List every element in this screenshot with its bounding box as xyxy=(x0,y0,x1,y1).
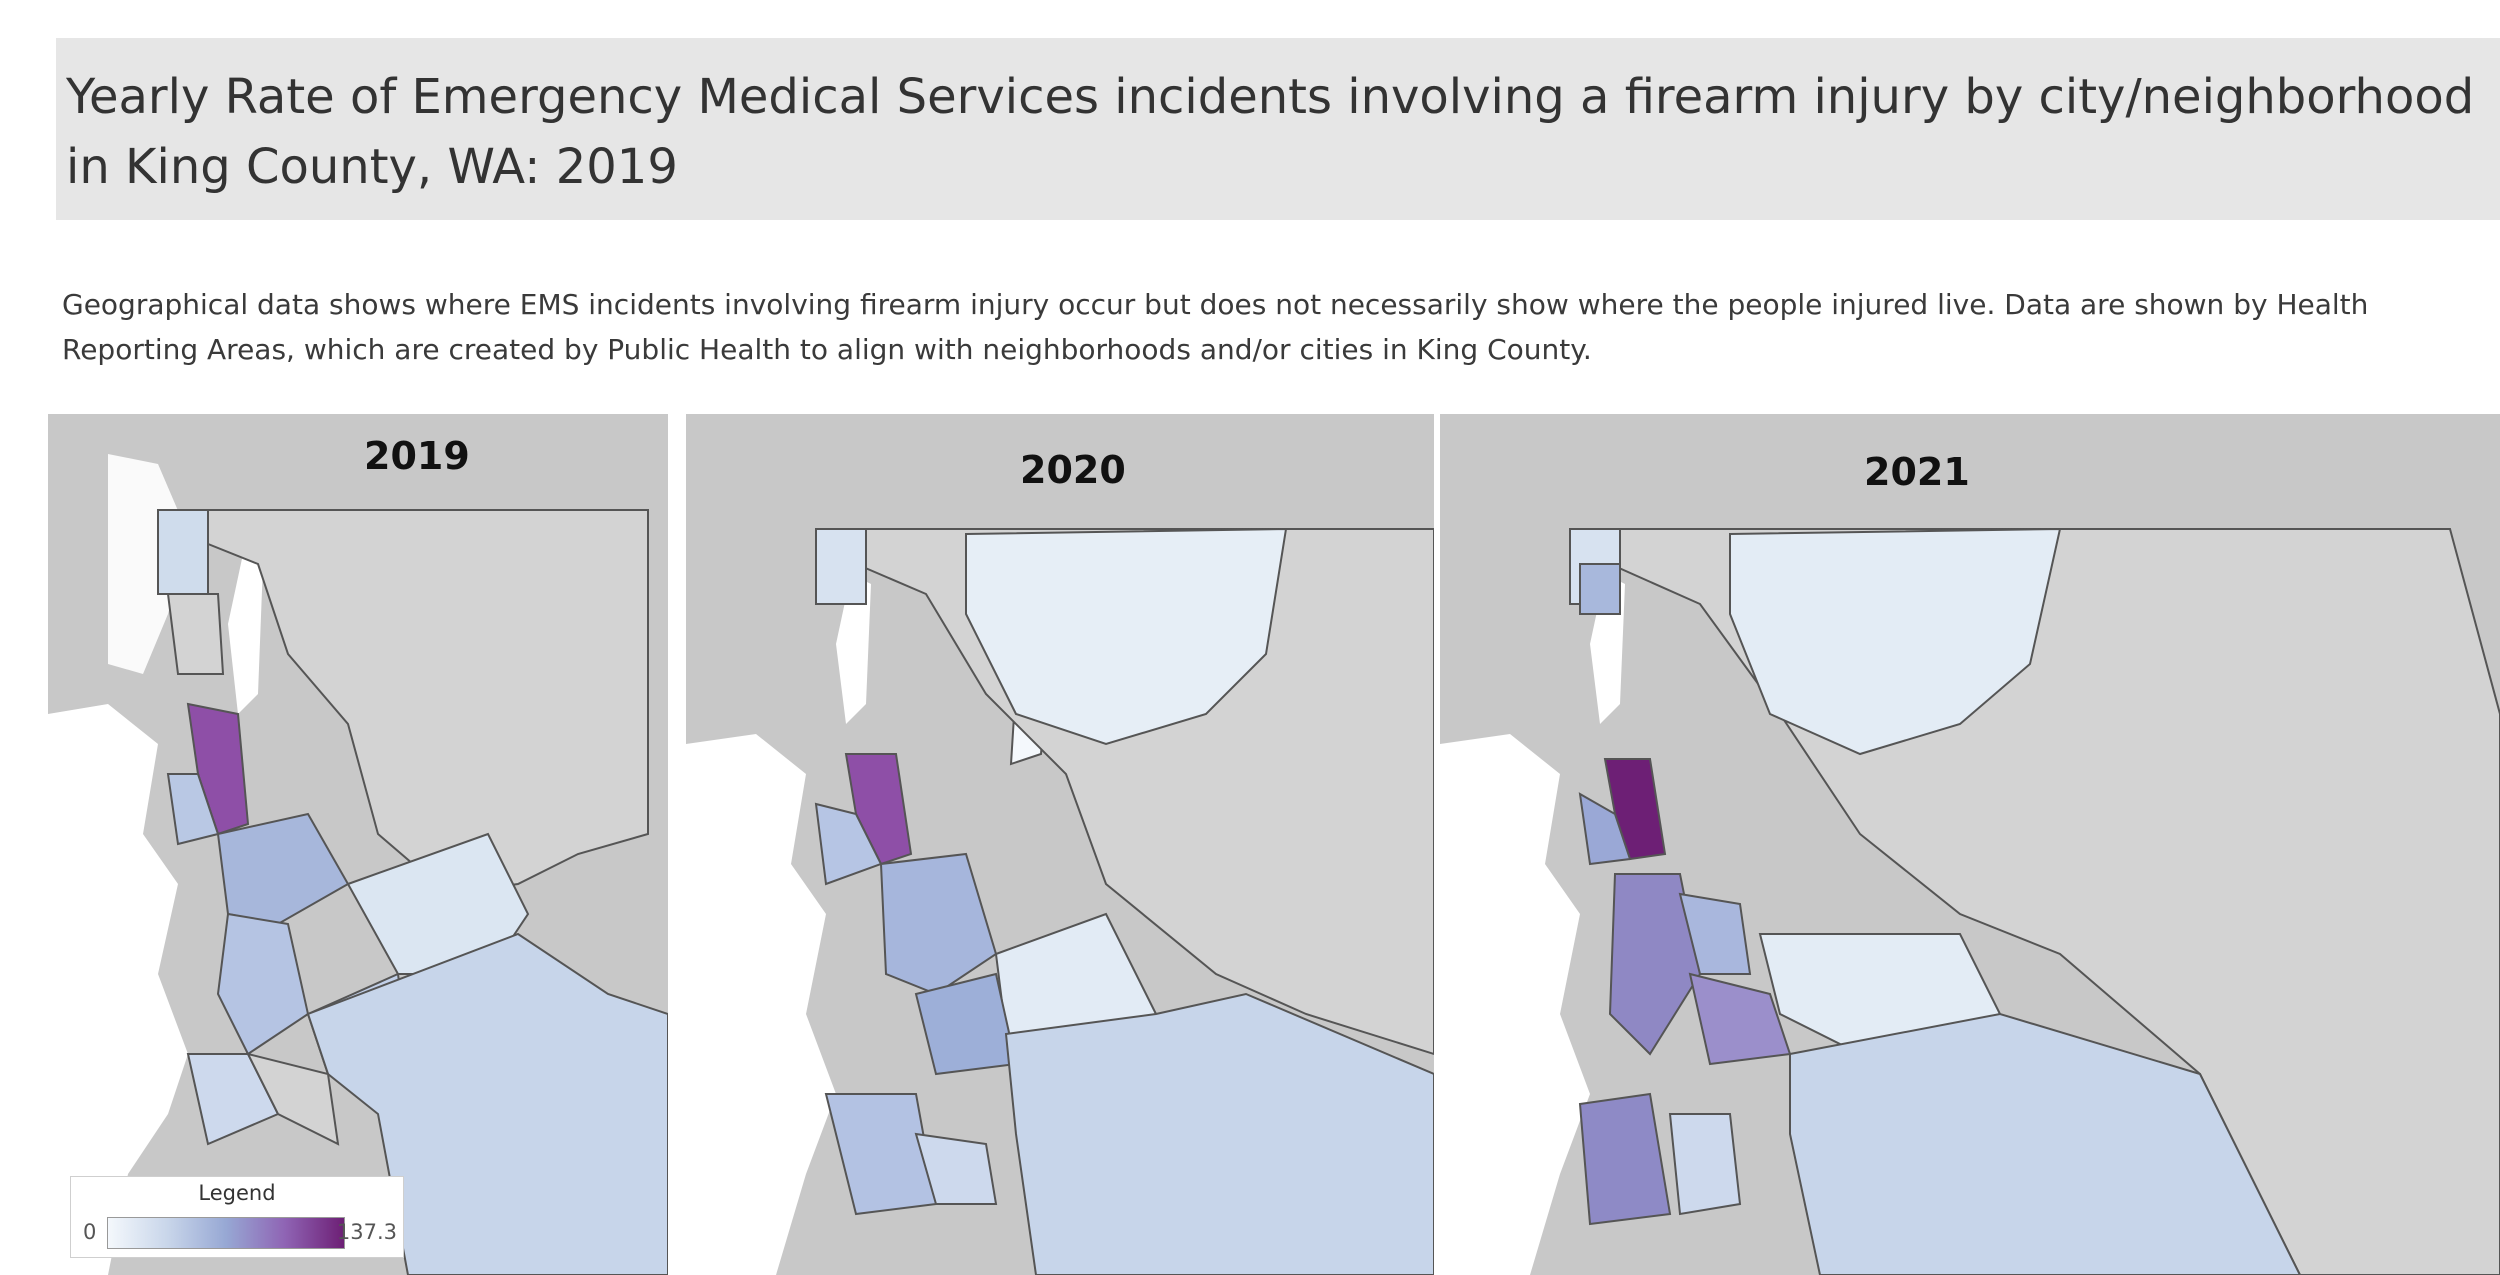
color-legend: Legend 0 137.3 xyxy=(70,1176,404,1258)
map-2020[interactable]: 2020 xyxy=(686,414,1434,1275)
map-2019[interactable]: 2019 xyxy=(48,414,668,1275)
map-year-label: 2021 xyxy=(1864,450,1970,494)
map-2019-svg xyxy=(48,414,668,1275)
legend-title: Legend xyxy=(198,1181,276,1205)
map-year-label: 2020 xyxy=(1020,448,1126,492)
map-2021[interactable]: 2021 xyxy=(1440,414,2500,1275)
legend-max-value: 137.3 xyxy=(336,1220,397,1244)
page-title: Yearly Rate of Emergency Medical Service… xyxy=(66,69,2475,195)
legend-color-ramp xyxy=(107,1217,345,1249)
map-2021-svg xyxy=(1440,414,2500,1275)
description-text: Geographical data shows where EMS incide… xyxy=(62,288,2369,366)
legend-min-value: 0 xyxy=(83,1220,97,1244)
map-2020-svg xyxy=(686,414,1434,1275)
map-year-label: 2019 xyxy=(364,434,470,478)
title-banner: Yearly Rate of Emergency Medical Service… xyxy=(56,38,2500,220)
